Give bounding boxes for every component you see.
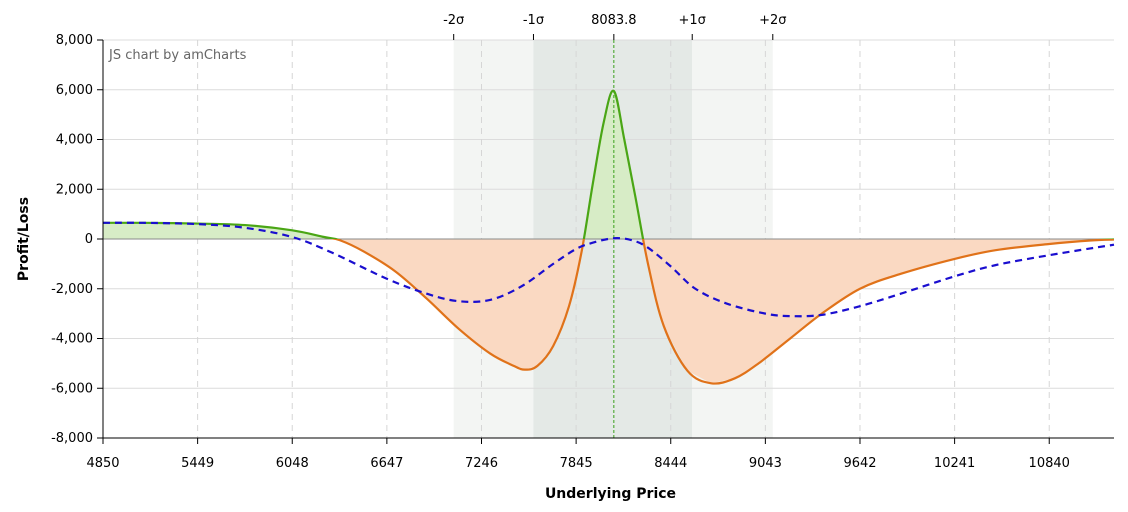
profit-area xyxy=(103,90,1114,239)
y-tick-label: -2,000 xyxy=(51,282,93,297)
x-tick-label: 6647 xyxy=(370,456,403,471)
y-tick-label: 4,000 xyxy=(56,133,93,148)
x-tick-label: 6048 xyxy=(276,456,309,471)
x-tick-label: 4850 xyxy=(86,456,119,471)
y-tick-label: 6,000 xyxy=(56,83,93,98)
y-tick-label: -8,000 xyxy=(51,431,93,446)
x-tick-label: 10241 xyxy=(934,456,975,471)
x-tick-label: 10840 xyxy=(1029,456,1070,471)
top-axis-label: -2σ xyxy=(443,13,464,28)
loss-area xyxy=(103,239,1114,384)
x-tick-label: 8444 xyxy=(654,456,687,471)
x-tick-label: 7246 xyxy=(465,456,498,471)
y-tick-label: 0 xyxy=(85,232,93,247)
top-axis-label: 8083.8 xyxy=(591,13,637,28)
x-tick-label: 9642 xyxy=(843,456,876,471)
y-axis-title: Profit/Loss xyxy=(16,197,32,281)
chart-credit: JS chart by amCharts xyxy=(108,48,247,63)
expiry-line-profit xyxy=(103,89,1114,239)
x-axis-title: Underlying Price xyxy=(545,486,676,502)
y-tick-label: -6,000 xyxy=(51,381,93,396)
y-tick-label: 8,000 xyxy=(56,33,93,48)
y-tick-label: 2,000 xyxy=(56,182,93,197)
top-axis-label: -1σ xyxy=(523,13,544,28)
x-tick-label: 5449 xyxy=(181,456,214,471)
expiry-line-loss xyxy=(329,239,1114,385)
x-tick-label: 9043 xyxy=(749,456,782,471)
top-axis-label: +2σ xyxy=(759,13,786,28)
x-tick-label: 7845 xyxy=(560,456,593,471)
top-axis-label: +1σ xyxy=(679,13,706,28)
y-tick-label: -4,000 xyxy=(51,332,93,347)
today-line xyxy=(102,221,1115,318)
